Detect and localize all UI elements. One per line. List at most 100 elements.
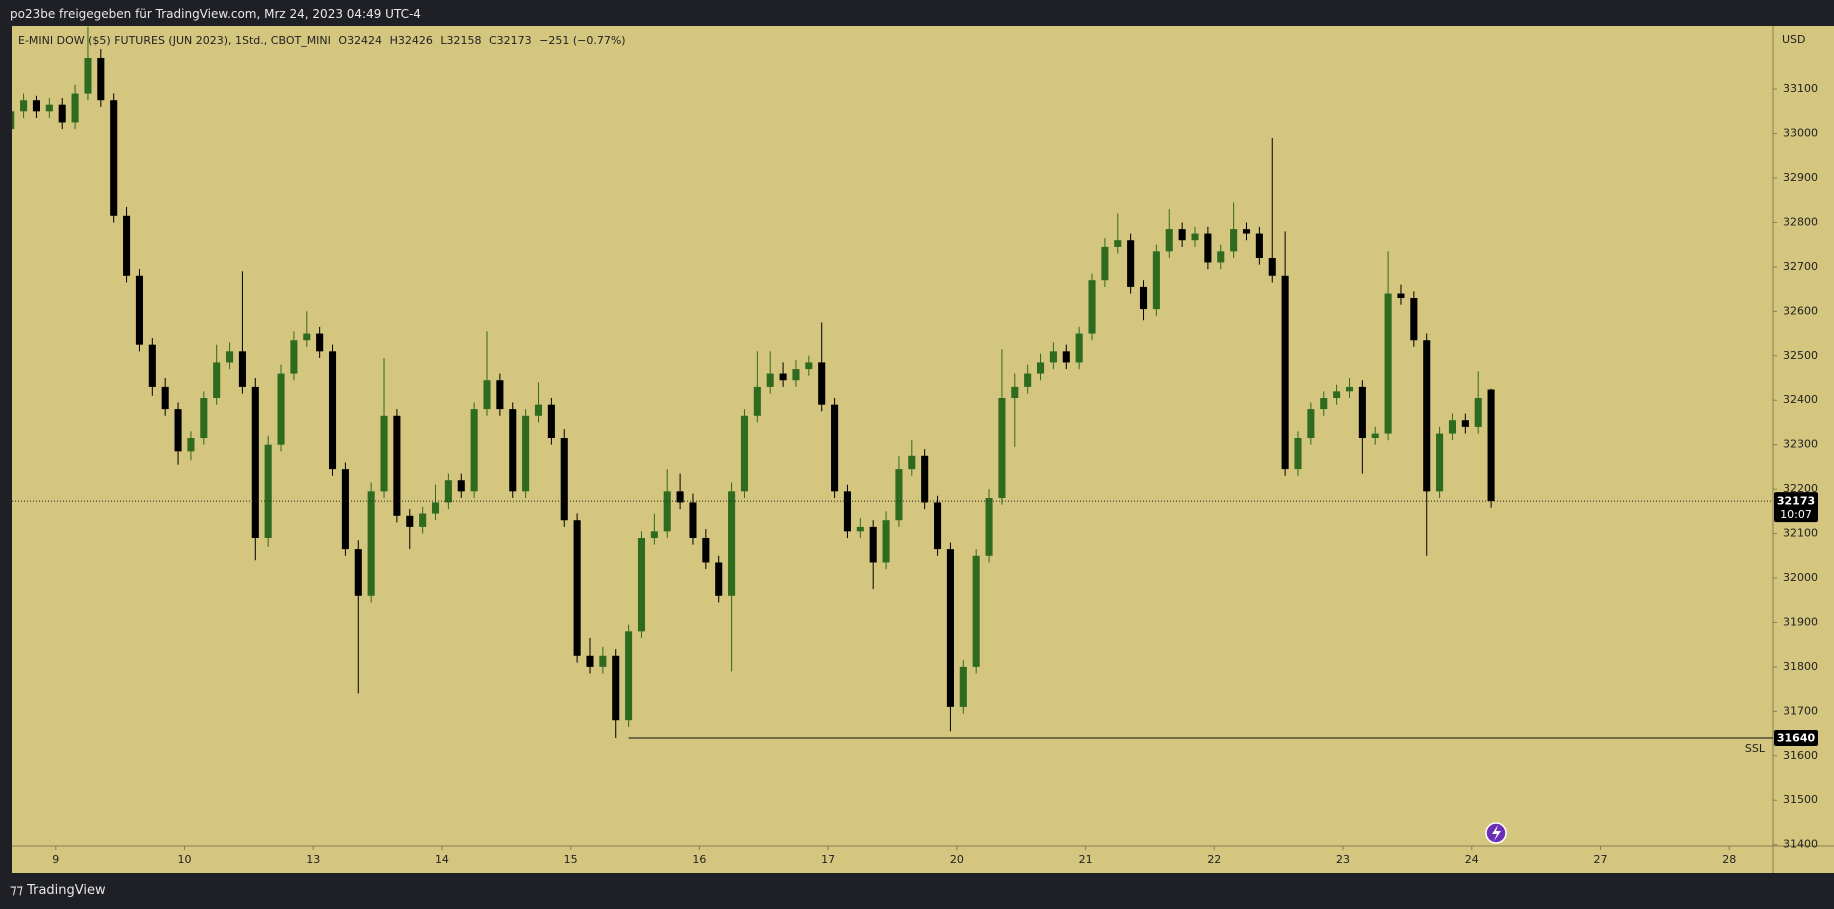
candle-body [97, 58, 105, 101]
y-tick-label: 32800 [1783, 215, 1818, 228]
candle-body [457, 480, 465, 492]
candle-body [1474, 398, 1482, 427]
y-tick-label: 31400 [1783, 838, 1818, 851]
x-tick-label: 16 [692, 853, 706, 866]
y-tick-label: 32200 [1783, 482, 1818, 495]
x-tick-label: 22 [1207, 853, 1221, 866]
candle-body [1358, 386, 1366, 438]
candle-body [1461, 420, 1469, 427]
candle-body [869, 526, 877, 563]
x-tick-label: 14 [435, 853, 449, 866]
x-tick-label: 28 [1722, 853, 1736, 866]
y-tick-label: 32100 [1783, 527, 1818, 540]
candle-body [895, 469, 903, 521]
candle-body [715, 562, 723, 596]
level-tag-text: 31640 [1777, 732, 1816, 745]
candle-body [406, 515, 414, 527]
candle-body [1088, 280, 1096, 334]
chart: E-MINI DOW ($5) FUTURES (JUN 2023), 1Std… [0, 26, 1834, 873]
candle-body [20, 100, 28, 112]
x-tick-label: 17 [821, 853, 835, 866]
candle-body [1307, 409, 1315, 438]
y-tick-label: 31500 [1783, 793, 1818, 806]
candle-body [522, 415, 530, 492]
x-tick-label: 21 [1079, 853, 1093, 866]
candle-body [110, 100, 118, 216]
x-tick-label: 15 [564, 853, 578, 866]
candle-body [264, 444, 272, 538]
candle-body [1165, 229, 1173, 252]
candle-body [856, 526, 864, 532]
candle-body [58, 104, 66, 123]
candle-body [753, 386, 761, 416]
candle-body [740, 415, 749, 492]
candle-body [1255, 233, 1263, 258]
candle-body [1036, 362, 1045, 374]
candle-body [843, 491, 851, 532]
last-price-tag [1774, 492, 1818, 523]
candle-body [702, 538, 710, 563]
candle-body [251, 386, 259, 538]
legend: E-MINI DOW ($5) FUTURES (JUN 2023), 1Std… [18, 34, 626, 47]
candle-body [998, 398, 1006, 498]
candle-body [226, 351, 234, 363]
candle-body [934, 502, 942, 550]
candle-body [972, 555, 980, 667]
x-tick-label: 20 [950, 853, 964, 866]
candle-body [509, 409, 517, 492]
candle-body [985, 498, 993, 556]
legend-low: L32158 [440, 34, 481, 47]
candle-body [1294, 438, 1302, 470]
candle-body [277, 373, 285, 445]
candle-body [882, 520, 890, 563]
y-tick-label: 31600 [1783, 749, 1818, 762]
candle-body [1397, 293, 1405, 298]
candle-body [573, 520, 581, 656]
y-tick-label: 31700 [1783, 704, 1818, 717]
candle-body [238, 351, 246, 387]
x-tick-label: 24 [1465, 853, 1479, 866]
candle-body [728, 491, 736, 596]
candle-body [1101, 246, 1109, 281]
candle-body [84, 58, 92, 94]
level-label: SSL [1745, 742, 1766, 755]
candle-body [1127, 240, 1135, 287]
currency-label: USD [1782, 33, 1806, 46]
candle-body [290, 340, 298, 374]
y-tick-label: 31800 [1783, 660, 1818, 673]
candle-body [1487, 389, 1495, 502]
candle-body [1114, 240, 1122, 247]
candle-body [560, 438, 568, 521]
candle-body [200, 398, 208, 438]
candle-body [1448, 420, 1457, 434]
candle-body [148, 344, 156, 387]
candle-body [946, 549, 954, 707]
symbol: E-MINI DOW ($5) FUTURES (JUN 2023), 1Std… [18, 34, 331, 47]
candle-body [1436, 433, 1444, 492]
legend-high: H32426 [390, 34, 433, 47]
candle-body [1320, 398, 1328, 410]
y-tick-label: 32700 [1783, 260, 1818, 273]
candle-body [444, 480, 452, 503]
candle-body [1024, 373, 1032, 387]
candle-body [1281, 275, 1289, 470]
candle-body [1333, 391, 1341, 398]
candle-body [470, 409, 478, 492]
candle-body [637, 538, 646, 632]
candle-body [805, 362, 813, 370]
candle-body [431, 502, 440, 514]
x-tick-label: 23 [1336, 853, 1350, 866]
y-tick-label: 32900 [1783, 171, 1818, 184]
candle-body [1371, 433, 1379, 438]
candle-body [1242, 229, 1251, 234]
candle-body [650, 531, 658, 538]
candle-body [354, 549, 362, 596]
brand-text: TradingView [27, 883, 106, 898]
candle-body [612, 655, 620, 721]
candle-body [45, 104, 53, 112]
candle-body [766, 373, 774, 387]
candle-body [676, 491, 684, 503]
candle-body [316, 333, 324, 352]
y-tick-label: 32000 [1783, 571, 1818, 584]
x-tick-label: 13 [306, 853, 320, 866]
